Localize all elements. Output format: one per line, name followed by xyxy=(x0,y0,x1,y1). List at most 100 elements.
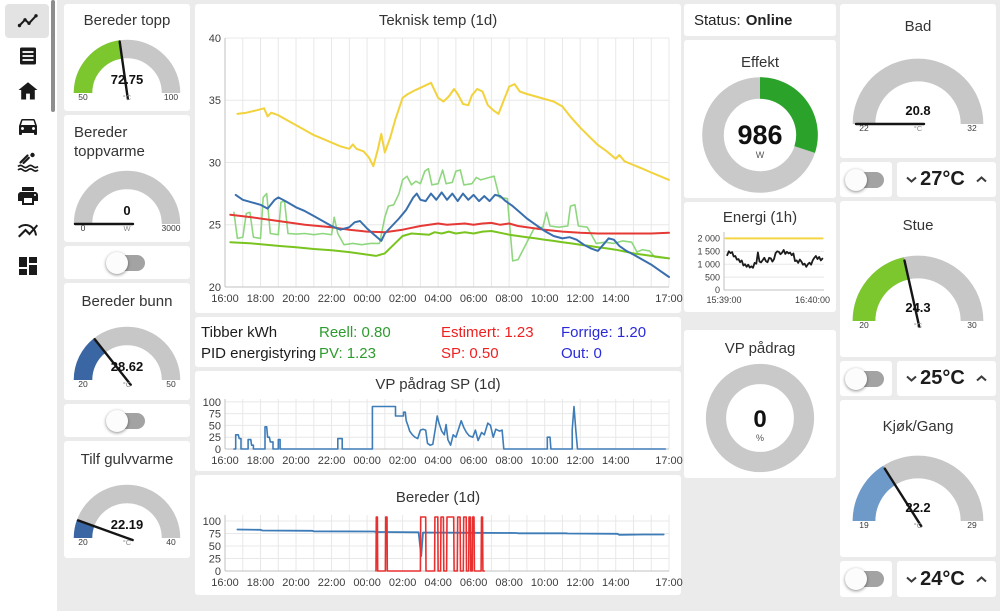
svg-text:16:00: 16:00 xyxy=(211,577,239,589)
svg-text:08:00: 08:00 xyxy=(495,455,523,467)
svg-text:50: 50 xyxy=(209,420,221,432)
toggle-knob xyxy=(845,568,867,590)
setpoint-down-chevron-icon[interactable] xyxy=(905,575,918,584)
svg-text:17:00: 17:00 xyxy=(655,577,683,589)
card-kjok-gang: Kjøk/Gang 22.2 °C 19 29 xyxy=(840,400,996,557)
car-icon xyxy=(19,119,37,135)
kjok-gang-setpoint: 24°C xyxy=(920,567,965,590)
svg-text:15:39:00: 15:39:00 xyxy=(706,295,741,305)
teknisk-temp-chart: 20 25 30 35 40 16:00 18:00 20:00 22:00 00:00 02:00… xyxy=(201,30,683,307)
tilf-gulvvarme-gauge: 22.19 °C 20 40 xyxy=(67,482,187,550)
card-bereder-bunn-switch xyxy=(64,404,190,437)
svg-text:22: 22 xyxy=(859,123,869,133)
card-title: Bereder bunn xyxy=(81,293,173,310)
svg-text:25: 25 xyxy=(209,432,221,444)
pid-pv: PV: 1.23 xyxy=(319,345,376,362)
card-energi: Energi (1h) 0 500 1 000 1 500 2 000 15:39:00 1… xyxy=(684,202,836,312)
stue-toggle[interactable] xyxy=(845,367,884,390)
energy-values-panel: Tibber kWh Reell: 0.80 Estimert: 1.23 Fo… xyxy=(201,322,681,364)
sidebar-item-dashboard[interactable] xyxy=(16,254,40,278)
svg-text:22:00: 22:00 xyxy=(318,577,346,589)
pid-sp: SP: 0.50 xyxy=(441,345,499,362)
svg-text:°C: °C xyxy=(914,521,923,530)
setpoint-up-chevron-icon[interactable] xyxy=(975,374,988,383)
svg-text:16:00: 16:00 xyxy=(211,455,239,467)
bereder-bunn-toggle[interactable] xyxy=(106,409,145,432)
sidebar-item-printer[interactable] xyxy=(16,184,40,208)
svg-text:08:00: 08:00 xyxy=(495,293,523,305)
vp-padrag-donut-gauge: 0% xyxy=(704,362,816,474)
svg-text:00:00: 00:00 xyxy=(353,577,381,589)
card-effekt: Effekt 986 W xyxy=(684,40,836,198)
svg-text:14:00: 14:00 xyxy=(602,455,630,467)
kjok-gang-toggle[interactable] xyxy=(845,568,884,590)
svg-text:100: 100 xyxy=(203,516,221,528)
chart-title: VP pådrag SP (1d) xyxy=(375,376,501,393)
svg-text:20.8: 20.8 xyxy=(905,103,930,118)
setpoint-down-chevron-icon[interactable] xyxy=(905,374,918,383)
sidebar-item-pool[interactable] xyxy=(16,149,40,173)
card-bad: Bad 20.8 °C 22 32 xyxy=(840,4,996,158)
bereder-bunn-gauge: 28.62 °C 20 50 xyxy=(67,324,187,392)
bereder-toppvarme-toggle[interactable] xyxy=(106,251,145,274)
pid-row: PID energistyring PV: 1.23 SP: 0.50 Out:… xyxy=(201,343,681,364)
svg-text:0: 0 xyxy=(215,566,221,578)
svg-text:0: 0 xyxy=(715,285,720,295)
card-title: Effekt xyxy=(740,54,780,71)
setpoint-down-chevron-icon[interactable] xyxy=(905,175,918,184)
card-stue-thermostat: 25°C xyxy=(897,361,996,396)
svg-text:16:00: 16:00 xyxy=(211,293,239,305)
svg-text:0: 0 xyxy=(215,444,221,456)
sidebar-item-journal[interactable] xyxy=(16,44,40,68)
svg-text:30: 30 xyxy=(967,320,977,330)
svg-text:32: 32 xyxy=(967,123,977,133)
svg-text:14:00: 14:00 xyxy=(602,293,630,305)
pool-icon xyxy=(17,152,39,172)
sidebar-item-multiline-chart[interactable] xyxy=(16,219,40,243)
stue-thermostat: 25°C xyxy=(897,361,996,396)
svg-text:40: 40 xyxy=(166,537,176,547)
svg-text:04:00: 04:00 xyxy=(424,455,452,467)
card-bereder-bunn: Bereder bunn 28.62 °C 20 50 xyxy=(64,283,190,400)
svg-text:100: 100 xyxy=(203,397,221,409)
svg-text:°C: °C xyxy=(914,124,923,133)
chart-title: Bereder (1d) xyxy=(395,489,481,506)
bad-toggle[interactable] xyxy=(845,168,884,191)
svg-text:72.75: 72.75 xyxy=(111,72,144,87)
svg-text:28.62: 28.62 xyxy=(111,359,144,374)
sidebar-item-trend[interactable] xyxy=(16,9,40,33)
svg-text:00:00: 00:00 xyxy=(353,455,381,467)
setpoint-up-chevron-icon[interactable] xyxy=(975,175,988,184)
sidebar-item-home[interactable] xyxy=(16,79,40,103)
card-bereder-topp: Bereder topp 72.75 °C 50 100 xyxy=(64,4,190,111)
toggle-knob xyxy=(845,367,867,390)
card-kjok-gang-switch xyxy=(840,561,892,597)
tibber-label: Tibber kWh xyxy=(201,324,278,341)
svg-text:04:00: 04:00 xyxy=(424,293,452,305)
svg-text:12:00: 12:00 xyxy=(566,293,594,305)
card-vp-padrag: VP pådrag 0% xyxy=(684,330,836,478)
card-vp-padrag-sp: VP pådrag SP (1d) 0 25 50 75 100 16:00 18:00 20… xyxy=(195,371,683,471)
toggle-knob xyxy=(106,409,128,432)
svg-text:986: 986 xyxy=(737,120,782,150)
svg-text:12:00: 12:00 xyxy=(566,577,594,589)
svg-text:02:00: 02:00 xyxy=(389,293,417,305)
svg-text:50: 50 xyxy=(78,92,88,102)
svg-text:17:00: 17:00 xyxy=(655,293,683,305)
pid-out: Out: 0 xyxy=(561,345,602,362)
svg-text:06:00: 06:00 xyxy=(460,577,488,589)
svg-text:W: W xyxy=(756,150,765,160)
bad-setpoint: 27°C xyxy=(920,168,965,190)
sidebar-item-car[interactable] xyxy=(16,114,40,138)
svg-text:29: 29 xyxy=(967,520,977,530)
setpoint-up-chevron-icon[interactable] xyxy=(975,575,988,584)
svg-text:25: 25 xyxy=(209,220,221,232)
tibber-reell: Reell: 0.80 xyxy=(319,324,391,341)
home-icon xyxy=(18,82,38,100)
svg-text:06:00: 06:00 xyxy=(460,455,488,467)
card-title: Bereder topp xyxy=(83,12,171,29)
svg-text:75: 75 xyxy=(209,409,221,421)
svg-text:20:00: 20:00 xyxy=(282,293,310,305)
sidebar-scrollbar-thumb[interactable] xyxy=(51,0,55,112)
svg-text:0: 0 xyxy=(81,223,86,233)
